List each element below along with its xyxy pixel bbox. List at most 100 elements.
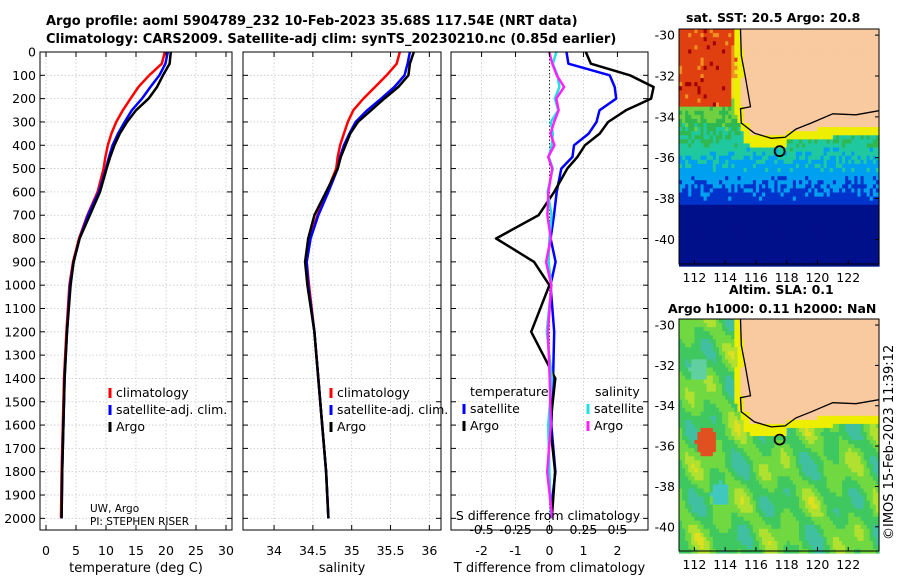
- sst-map-cell: [777, 221, 782, 226]
- sst-map-cell: [719, 127, 723, 132]
- sst-map-cell: [832, 53, 837, 59]
- sst-map-cell: [826, 233, 831, 239]
- sst-map-cell: [845, 172, 849, 177]
- sst-map-cell: [857, 114, 862, 120]
- sst-map-cell: [722, 65, 726, 71]
- sla-map-cell: [697, 411, 702, 417]
- sst-map-cell: [734, 159, 739, 165]
- x-axis-label: temperature (deg C): [69, 561, 203, 576]
- sst-map-cell: [802, 127, 806, 132]
- sla-map-cell: [685, 460, 689, 465]
- sst-map-cell: [752, 82, 757, 87]
- sla-map-cell: [722, 544, 726, 550]
- sst-map-cell: [706, 143, 711, 149]
- sst-map-cell: [875, 188, 880, 194]
- sst-map-cell: [808, 151, 812, 157]
- sla-map-cell: [700, 436, 705, 441]
- sst-map-cell: [768, 73, 772, 79]
- sst-map-cell: [752, 139, 757, 145]
- sst-map-cell: [829, 114, 834, 120]
- sst-map-cell: [765, 123, 769, 128]
- sst-map-cell: [823, 98, 828, 104]
- sst-map-cell: [746, 188, 751, 194]
- sst-map-cell: [700, 118, 705, 124]
- sla-map-cell: [700, 536, 705, 542]
- sst-map-cell: [715, 229, 720, 234]
- sst-map-cell: [805, 73, 809, 79]
- sst-map-cell: [780, 106, 785, 112]
- sla-map-cell: [700, 504, 705, 510]
- sla-map-cell: [679, 335, 683, 340]
- sst-map-cell: [725, 167, 729, 173]
- sst-map-cell: [743, 65, 748, 71]
- sst-map-cell: [786, 143, 791, 149]
- sst-map-cell: [691, 29, 695, 34]
- sst-map-cell: [792, 196, 797, 202]
- sla-map-cell: [719, 423, 723, 429]
- sst-map-cell: [783, 237, 788, 243]
- sst-map-cell: [688, 245, 692, 251]
- sst-map-cell: [860, 249, 865, 255]
- sst-map-cell: [740, 176, 745, 181]
- sst-map-cell: [866, 118, 871, 124]
- sst-map-cell: [863, 225, 868, 230]
- sst-map-cell: [823, 155, 828, 161]
- sla-map-cell: [712, 331, 717, 336]
- y-tick-label: 1400: [4, 371, 36, 386]
- sst-map-cell: [780, 253, 785, 259]
- sst-map-cell: [725, 114, 729, 120]
- y-tick-label: 2000: [4, 511, 36, 526]
- sla-map-cell: [679, 532, 683, 538]
- sst-map-cell: [823, 86, 828, 91]
- sst-map-cell: [697, 188, 702, 194]
- sst-map-cell: [722, 241, 726, 247]
- sst-map-cell: [777, 217, 782, 222]
- sst-map-cell: [872, 73, 877, 79]
- sst-map-cell: [762, 90, 766, 95]
- sst-map-cell: [780, 192, 785, 198]
- sla-map-cell: [715, 367, 720, 373]
- sst-map-cell: [694, 123, 699, 128]
- sst-map-cell: [712, 167, 717, 173]
- sst-map-cell: [814, 110, 819, 116]
- sst-map-cell: [731, 49, 735, 55]
- sla-map-cell: [682, 524, 686, 530]
- sst-map-cell: [731, 53, 735, 59]
- sst-map-cell: [777, 167, 782, 173]
- sla-map-cell: [694, 399, 699, 405]
- sst-map-cell: [725, 131, 729, 136]
- sst-map-cell: [709, 33, 714, 38]
- sst-map-cell: [851, 127, 855, 132]
- sst-map-cell: [746, 82, 751, 87]
- sla-map-cell: [694, 359, 699, 364]
- sst-map-cell: [712, 114, 717, 120]
- sst-map-cell: [706, 229, 711, 234]
- sst-map-cell: [857, 221, 862, 226]
- sst-map-cell: [866, 257, 871, 263]
- sst-map-cell: [802, 253, 806, 259]
- sla-map-cell: [697, 415, 702, 421]
- sst-map-cell: [759, 65, 763, 71]
- sst-map-cell: [854, 176, 859, 181]
- sla-map-cell: [688, 528, 692, 534]
- sst-map-cell: [731, 241, 735, 247]
- sst-map-cell: [737, 159, 742, 165]
- sst-map-cell: [688, 69, 692, 75]
- sst-map-cell: [860, 98, 865, 104]
- sst-map-cell: [875, 78, 880, 83]
- sst-map-cell: [832, 123, 837, 128]
- sst-map-cell: [863, 94, 868, 100]
- sla-map-cell: [719, 500, 723, 506]
- sla-map-cell: [715, 476, 720, 481]
- sla-map-cell: [694, 536, 699, 542]
- sst-map-cell: [832, 90, 837, 95]
- sst-map-cell: [805, 221, 809, 226]
- sst-map-cell: [743, 86, 748, 91]
- sla-map-cell: [694, 323, 699, 328]
- sla-map-cell: [682, 500, 686, 506]
- sla-map-cell: [706, 351, 711, 356]
- sst-map-cell: [740, 172, 745, 177]
- sst-map-cell: [805, 90, 809, 95]
- sst-map-cell: [759, 90, 763, 95]
- sst-map-cell: [875, 86, 880, 91]
